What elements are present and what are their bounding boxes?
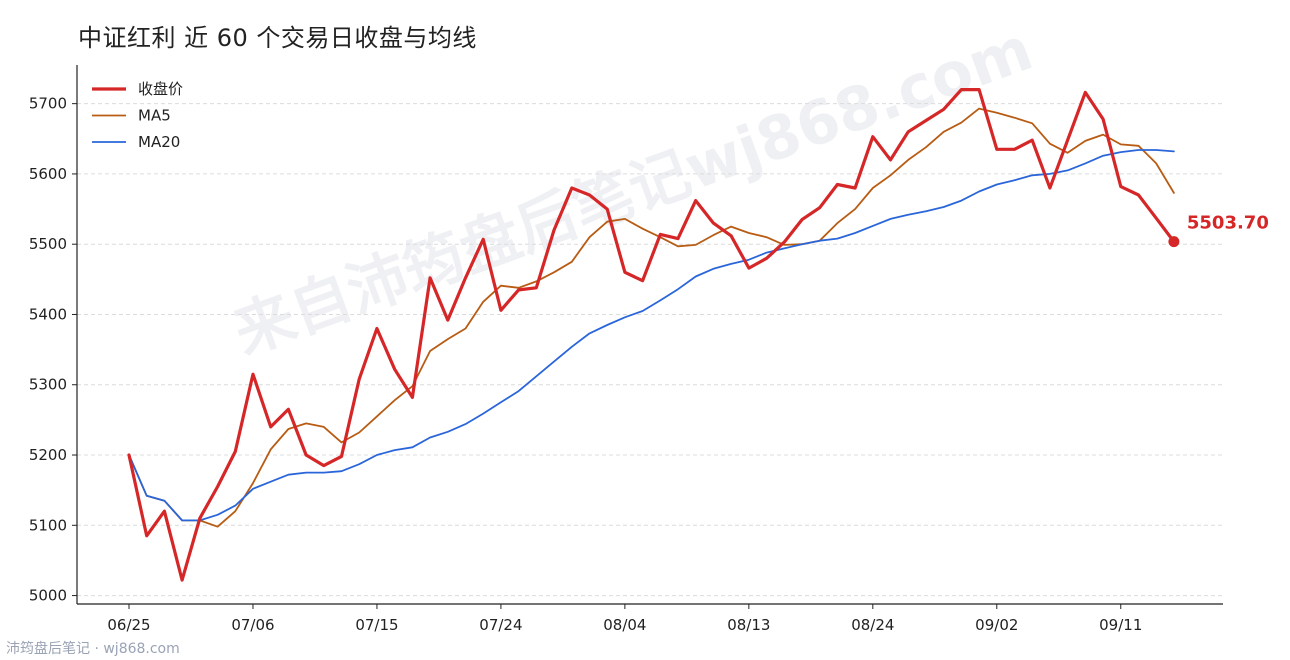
y-tick-label: 5700 [29, 95, 67, 113]
axes: 5000 5100 5200 5300 5400 5500 5600 5700 06/25 07/… [29, 65, 1223, 634]
series-line-ma20 [128, 149, 1175, 522]
x-tick-label: 08/04 [603, 616, 646, 634]
series-line-ma5 [128, 107, 1175, 528]
legend-label: MA20 [138, 133, 180, 151]
x-tick-label: 09/11 [1099, 616, 1142, 634]
y-tick-label: 5100 [29, 516, 67, 534]
series-lines: 5503.70 [127, 87, 1269, 582]
x-tick-label: 06/25 [107, 616, 150, 634]
x-tick-label: 07/06 [231, 616, 274, 634]
y-tick-label: 5000 [29, 587, 67, 605]
y-tick-label: 5600 [29, 165, 67, 183]
series-line-close [127, 87, 1176, 582]
legend: 收盘价 MA5 MA20 [92, 80, 183, 151]
footer-credit: 沛筠盘后笔记 · wj868.com [6, 641, 180, 657]
x-tick-label: 07/24 [479, 616, 522, 634]
y-tick-label: 5200 [29, 446, 67, 464]
y-tick-label: 5500 [29, 235, 67, 253]
x-tick-label: 08/24 [851, 616, 894, 634]
x-tick-label: 09/02 [975, 616, 1018, 634]
y-tick-label: 5300 [29, 376, 67, 394]
x-tick-label: 08/13 [727, 616, 770, 634]
y-tick-label: 5400 [29, 305, 67, 323]
gridlines [77, 103, 1223, 597]
legend-label: 收盘价 [138, 80, 183, 98]
last-close-point [1168, 236, 1180, 248]
x-tick-label: 07/15 [355, 616, 398, 634]
last-close-label: 5503.70 [1187, 213, 1269, 234]
chart-title: 中证红利 近 60 个交易日收盘与均线 [78, 24, 477, 52]
legend-label: MA5 [138, 107, 171, 125]
